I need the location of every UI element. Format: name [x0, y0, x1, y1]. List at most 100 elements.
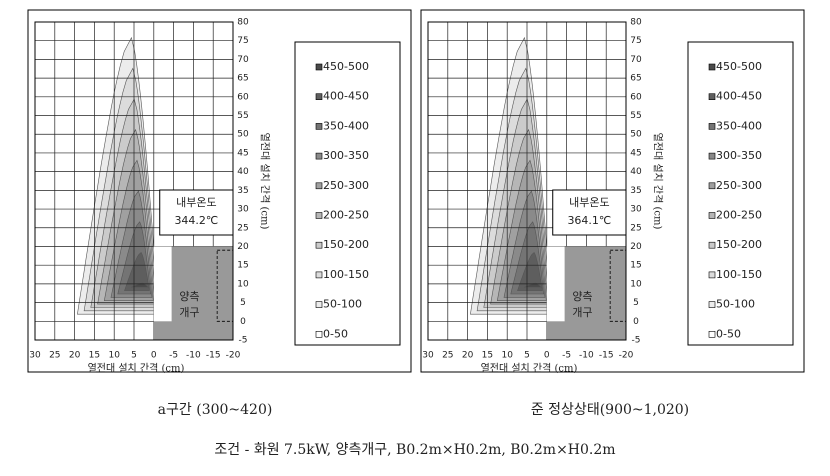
legend-label: 300-350 — [323, 149, 369, 162]
y-tick-label: 20 — [237, 242, 249, 252]
annotation-box — [159, 189, 234, 236]
x-tick-label: -5 — [562, 351, 571, 361]
x-tick-label: 30 — [29, 351, 41, 361]
legend-label: 200-250 — [716, 209, 762, 222]
annotation-text: 내부온도 — [176, 196, 216, 209]
y-tick-label: 50 — [237, 130, 249, 140]
annotation-text: 내부온도 — [569, 196, 609, 209]
contour-band — [124, 252, 150, 291]
annotation-text: 364.1℃ — [567, 214, 611, 227]
y-axis-title: 열전대 설치 간격 (cm) — [652, 133, 665, 230]
legend-label: 150-200 — [323, 238, 369, 251]
y-tick-label: 35 — [237, 186, 248, 196]
x-tick-label: -20 — [619, 351, 634, 361]
y-tick-label: 75 — [630, 36, 641, 46]
y-tick-label: 15 — [630, 261, 641, 271]
legend-swatch — [315, 152, 323, 160]
y-tick-label: 75 — [237, 36, 248, 46]
y-tick-label: 5 — [633, 298, 639, 308]
y-tick-label: 25 — [237, 223, 248, 233]
x-tick-label: 5 — [131, 351, 137, 361]
x-tick-label: 20 — [462, 351, 474, 361]
legend-label: 250-300 — [716, 179, 762, 192]
x-tick-label: -20 — [226, 351, 241, 361]
y-tick-label: 45 — [630, 148, 641, 158]
x-tick-label: 0 — [544, 351, 550, 361]
panel: 30 25 20 15 10 5 0 -5 -10 -15 -20-5051015202530354… — [27, 9, 412, 375]
annotation-text: 344.2℃ — [174, 214, 218, 227]
y-tick-label: 40 — [237, 167, 249, 177]
x-tick-label: 25 — [442, 351, 453, 361]
x-tick-label: 5 — [524, 351, 530, 361]
legend-swatch — [315, 123, 323, 130]
y-tick-label: 20 — [630, 242, 642, 252]
x-axis-title: 열전대 설치 간격 (cm) — [88, 362, 185, 375]
y-tick-label: -5 — [239, 336, 248, 346]
panel-frame — [420, 9, 805, 373]
y-tick-label: 10 — [630, 279, 642, 289]
legend-swatch — [708, 123, 716, 130]
legend-swatch — [315, 63, 323, 71]
legend-swatch — [708, 212, 716, 219]
y-tick-label: 55 — [630, 111, 641, 121]
x-tick-label: -10 — [186, 351, 201, 361]
y-tick-label: 60 — [237, 92, 249, 102]
legend-swatch — [708, 301, 716, 308]
legend-label: 200-250 — [323, 209, 369, 222]
y-tick-label: 35 — [630, 186, 641, 196]
y-tick-label: 5 — [240, 298, 246, 308]
y-tick-label: 30 — [237, 205, 249, 215]
panel-caption: a구간 (300~420) — [158, 402, 273, 418]
legend-label: 100-150 — [323, 268, 369, 281]
legend-swatch — [708, 241, 716, 249]
legend-swatch — [708, 271, 716, 279]
legend-swatch — [708, 182, 716, 190]
legend-label: 50-100 — [323, 298, 362, 311]
panel-caption: 준 정상상태(900~1,020) — [531, 402, 689, 418]
x-tick-label: 20 — [69, 351, 81, 361]
y-tick-label: 40 — [630, 167, 642, 177]
opening — [153, 246, 172, 322]
contour-band — [517, 252, 543, 291]
y-axis-title: 열전대 설치 간격 (cm) — [259, 133, 272, 230]
y-tick-label: 70 — [630, 55, 642, 65]
y-tick-label: 0 — [240, 317, 246, 327]
x-tick-label: 30 — [422, 351, 434, 361]
y-tick-label: 0 — [633, 317, 639, 327]
y-tick-label: 70 — [237, 55, 249, 65]
y-tick-label: 15 — [237, 261, 248, 271]
panel: 30 25 20 15 10 5 0 -5 -10 -15 -20-5051015202530354… — [420, 9, 805, 375]
figure-caption: 조건 - 화원 7.5kW, 양측개구, B0.2m×H0.2m, B0.2m×… — [214, 442, 615, 458]
legend-swatch — [315, 301, 323, 308]
x-tick-label: -15 — [599, 351, 614, 361]
opening-label: 개구 — [572, 306, 592, 319]
legend-label: 0-50 — [323, 327, 348, 340]
y-tick-label: 25 — [630, 223, 641, 233]
legend-label: 350-400 — [323, 119, 369, 132]
legend-swatch — [708, 330, 716, 338]
legend-label: 0-50 — [716, 327, 741, 340]
y-tick-label: 10 — [237, 279, 249, 289]
opening-label: 양측 — [179, 290, 199, 303]
legend-box — [687, 41, 794, 346]
legend-label: 250-300 — [323, 179, 369, 192]
x-tick-label: -15 — [206, 351, 221, 361]
legend-label: 450-500 — [716, 60, 762, 73]
y-tick-label: 65 — [237, 74, 248, 84]
y-tick-label: 55 — [237, 111, 248, 121]
legend-swatch — [315, 241, 323, 249]
x-tick-label: 15 — [89, 351, 100, 361]
y-tick-label: 50 — [630, 130, 642, 140]
opening-label: 개구 — [179, 306, 199, 319]
y-tick-label: 60 — [630, 92, 642, 102]
plot-frame — [427, 21, 627, 341]
x-tick-label: 10 — [108, 351, 120, 361]
y-tick-label: 30 — [630, 205, 642, 215]
legend-swatch — [315, 212, 323, 219]
x-tick-label: 0 — [151, 351, 157, 361]
x-tick-label: -10 — [579, 351, 594, 361]
legend-swatch — [315, 271, 323, 279]
legend-label: 100-150 — [716, 268, 762, 281]
x-tick-label: -5 — [169, 351, 178, 361]
